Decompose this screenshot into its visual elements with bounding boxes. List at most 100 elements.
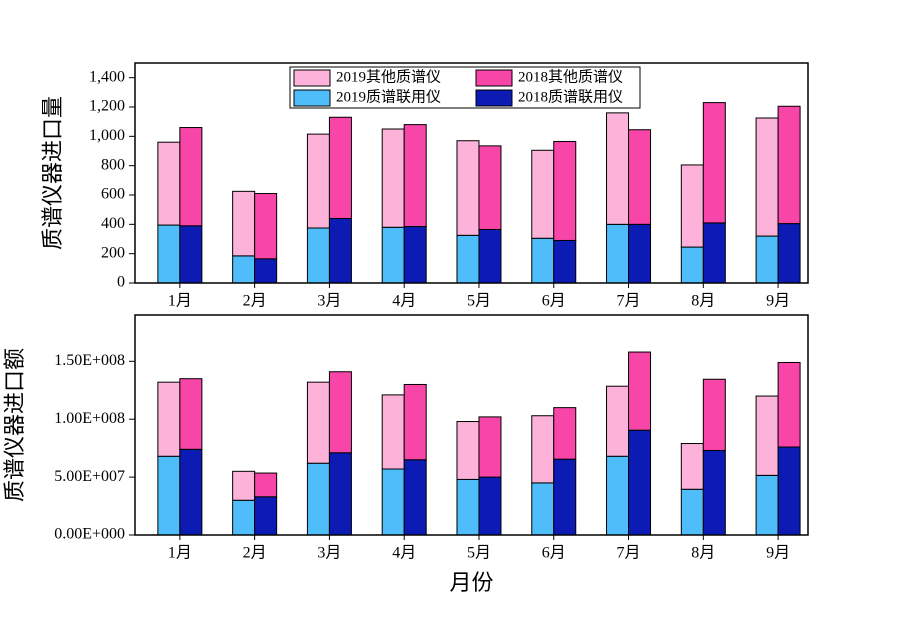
bar-segment bbox=[702, 222, 726, 284]
bar-segment bbox=[755, 117, 779, 237]
bar-segment bbox=[755, 395, 779, 476]
legend-swatch bbox=[293, 69, 331, 87]
bar-segment bbox=[381, 468, 405, 536]
y-tick-label: 800 bbox=[101, 156, 125, 173]
bar-segment bbox=[702, 378, 726, 451]
bar-segment bbox=[606, 112, 630, 225]
bar-segment bbox=[232, 470, 256, 501]
bar-segment bbox=[755, 474, 779, 536]
bar-segment bbox=[157, 455, 181, 536]
y-tick-label: 5.00E+007 bbox=[54, 468, 125, 485]
bar-segment bbox=[456, 478, 480, 536]
legend-label: 2018质谱联用仪 bbox=[518, 88, 623, 105]
y-axis-label: 质谱仪器进口量 bbox=[40, 96, 65, 250]
x-tick-label: 5月 bbox=[467, 293, 491, 310]
legend-swatch bbox=[475, 89, 513, 107]
bar-segment bbox=[232, 190, 256, 257]
x-tick-label: 3月 bbox=[317, 293, 341, 310]
bar-segment bbox=[478, 476, 502, 536]
x-tick-label: 4月 bbox=[392, 293, 416, 310]
bar-segment bbox=[157, 141, 181, 226]
legend-label: 2019其他质谱仪 bbox=[336, 68, 441, 85]
bar-segment bbox=[381, 226, 405, 284]
bar-segment bbox=[531, 482, 555, 536]
bar-segment bbox=[179, 127, 203, 227]
y-tick-label: 0.00E+000 bbox=[54, 526, 125, 543]
x-tick-label: 5月 bbox=[467, 545, 491, 562]
bar-segment bbox=[531, 149, 555, 239]
x-tick-label: 2月 bbox=[243, 545, 267, 562]
bar-segment bbox=[328, 371, 352, 454]
x-tick-label: 4月 bbox=[392, 545, 416, 562]
bar-segment bbox=[531, 415, 555, 484]
bar-segment bbox=[755, 235, 779, 284]
bar-segment bbox=[606, 385, 630, 457]
bar-segment bbox=[254, 472, 278, 498]
x-axis-label: 月份 bbox=[449, 570, 493, 595]
bar-segment bbox=[403, 124, 427, 228]
bar-segment bbox=[456, 140, 480, 236]
bar-segment bbox=[680, 246, 704, 284]
y-tick-label: 600 bbox=[101, 186, 125, 203]
bar-segment bbox=[606, 223, 630, 284]
y-tick-label: 1.00E+008 bbox=[54, 410, 125, 427]
legend-label: 2019质谱联用仪 bbox=[336, 88, 441, 105]
bar-segment bbox=[157, 381, 181, 457]
bar-segment bbox=[232, 499, 256, 536]
bar-segment bbox=[179, 448, 203, 536]
bar-segment bbox=[478, 416, 502, 478]
bar-segment bbox=[553, 239, 577, 284]
bar-segment bbox=[306, 133, 330, 229]
y-tick-label: 1.50E+008 bbox=[54, 352, 125, 369]
bar-segment bbox=[628, 351, 652, 431]
y-tick-label: 200 bbox=[101, 244, 125, 261]
bar-segment bbox=[328, 452, 352, 536]
bar-segment bbox=[702, 102, 726, 224]
bar-segment bbox=[531, 237, 555, 284]
x-tick-label: 9月 bbox=[766, 545, 790, 562]
bar-segment bbox=[254, 193, 278, 260]
bar-segment bbox=[254, 496, 278, 536]
bar-segment bbox=[628, 429, 652, 536]
x-tick-label: 8月 bbox=[691, 545, 715, 562]
bar-segment bbox=[680, 488, 704, 536]
bar-segment bbox=[456, 421, 480, 480]
bar-segment bbox=[628, 223, 652, 284]
bar-segment bbox=[306, 462, 330, 536]
bar-segment bbox=[403, 226, 427, 284]
bar-segment bbox=[553, 458, 577, 536]
y-tick-label: 1,000 bbox=[89, 127, 125, 144]
bar-segment bbox=[381, 394, 405, 470]
bar-segment bbox=[456, 234, 480, 284]
bar-segment bbox=[777, 105, 801, 225]
legend-swatch bbox=[293, 89, 331, 107]
plot-frame bbox=[134, 314, 809, 536]
x-tick-label: 1月 bbox=[168, 293, 192, 310]
bar-segment bbox=[306, 227, 330, 284]
bar-segment bbox=[553, 140, 577, 241]
bar-segment bbox=[381, 128, 405, 228]
bar-segment bbox=[157, 224, 181, 284]
bar-segment bbox=[328, 116, 352, 219]
x-tick-label: 3月 bbox=[317, 545, 341, 562]
bar-segment bbox=[628, 129, 652, 225]
bar-segment bbox=[553, 407, 577, 460]
x-tick-label: 6月 bbox=[542, 545, 566, 562]
y-tick-label: 1,400 bbox=[89, 68, 125, 85]
legend-label: 2018其他质谱仪 bbox=[518, 68, 623, 85]
legend-swatch bbox=[475, 69, 513, 87]
y-tick-label: 0 bbox=[117, 274, 125, 291]
x-tick-label: 1月 bbox=[168, 545, 192, 562]
x-tick-label: 7月 bbox=[617, 545, 641, 562]
y-tick-label: 1,200 bbox=[89, 98, 125, 115]
bar-segment bbox=[179, 378, 203, 450]
bar-segment bbox=[777, 223, 801, 284]
y-tick-label: 400 bbox=[101, 215, 125, 232]
bar-segment bbox=[306, 381, 330, 464]
y-axis-label: 质谱仪器进口额 bbox=[2, 348, 27, 502]
bar-segment bbox=[403, 383, 427, 461]
bar-segment bbox=[606, 455, 630, 536]
x-tick-label: 7月 bbox=[617, 293, 641, 310]
